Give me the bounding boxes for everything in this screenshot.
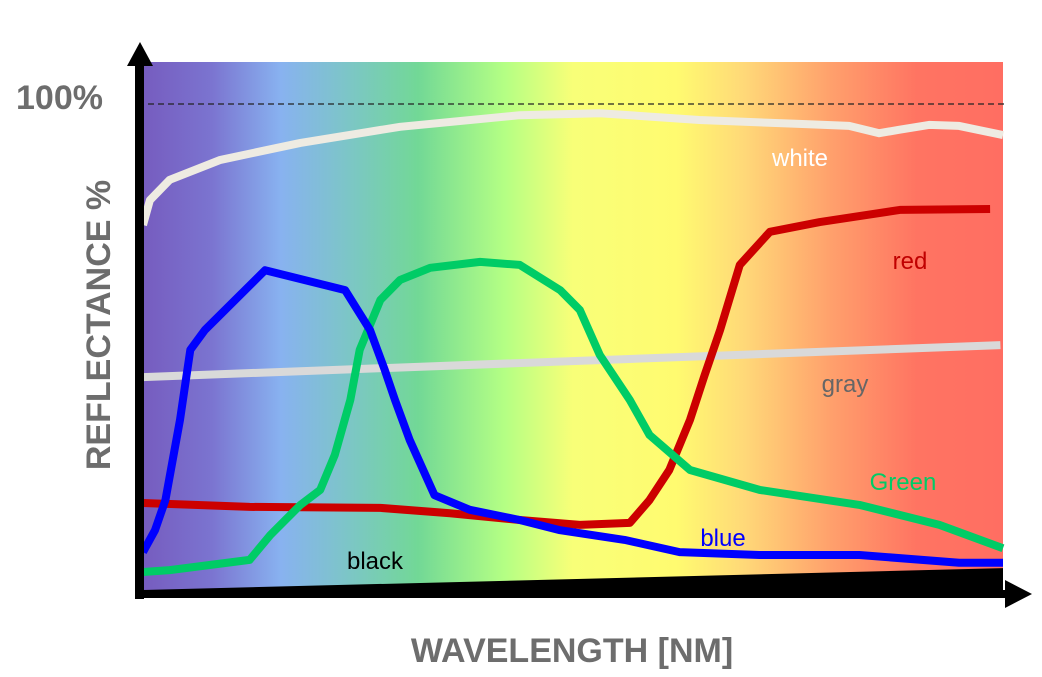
series-label-blue: blue bbox=[700, 525, 745, 552]
y-tick-label-100: 100% bbox=[16, 79, 103, 117]
series-line-white bbox=[139, 109, 1004, 227]
series-label-red: red bbox=[893, 248, 928, 275]
series-line-green bbox=[142, 257, 1005, 576]
y-axis-label: REFLECTANCE % bbox=[80, 180, 118, 470]
series-label-gray: gray bbox=[822, 371, 869, 398]
y-axis bbox=[135, 62, 144, 599]
series-label-white: white bbox=[771, 145, 828, 172]
series-line-gray bbox=[142, 341, 1001, 382]
series-labels: white gray black red Green blue bbox=[347, 145, 936, 575]
series-layer bbox=[139, 109, 1005, 590]
y-axis-arrow bbox=[127, 42, 153, 66]
series-label-green: Green bbox=[870, 469, 937, 496]
x-axis-arrow bbox=[1005, 580, 1032, 608]
series-line-blue bbox=[139, 266, 1003, 567]
x-axis bbox=[135, 590, 1005, 598]
series-line-black bbox=[143, 568, 1003, 590]
x-axis-label: WAVELENGTH [NM] bbox=[411, 632, 733, 670]
series-label-black: black bbox=[347, 548, 404, 575]
series-line-red bbox=[142, 205, 991, 529]
